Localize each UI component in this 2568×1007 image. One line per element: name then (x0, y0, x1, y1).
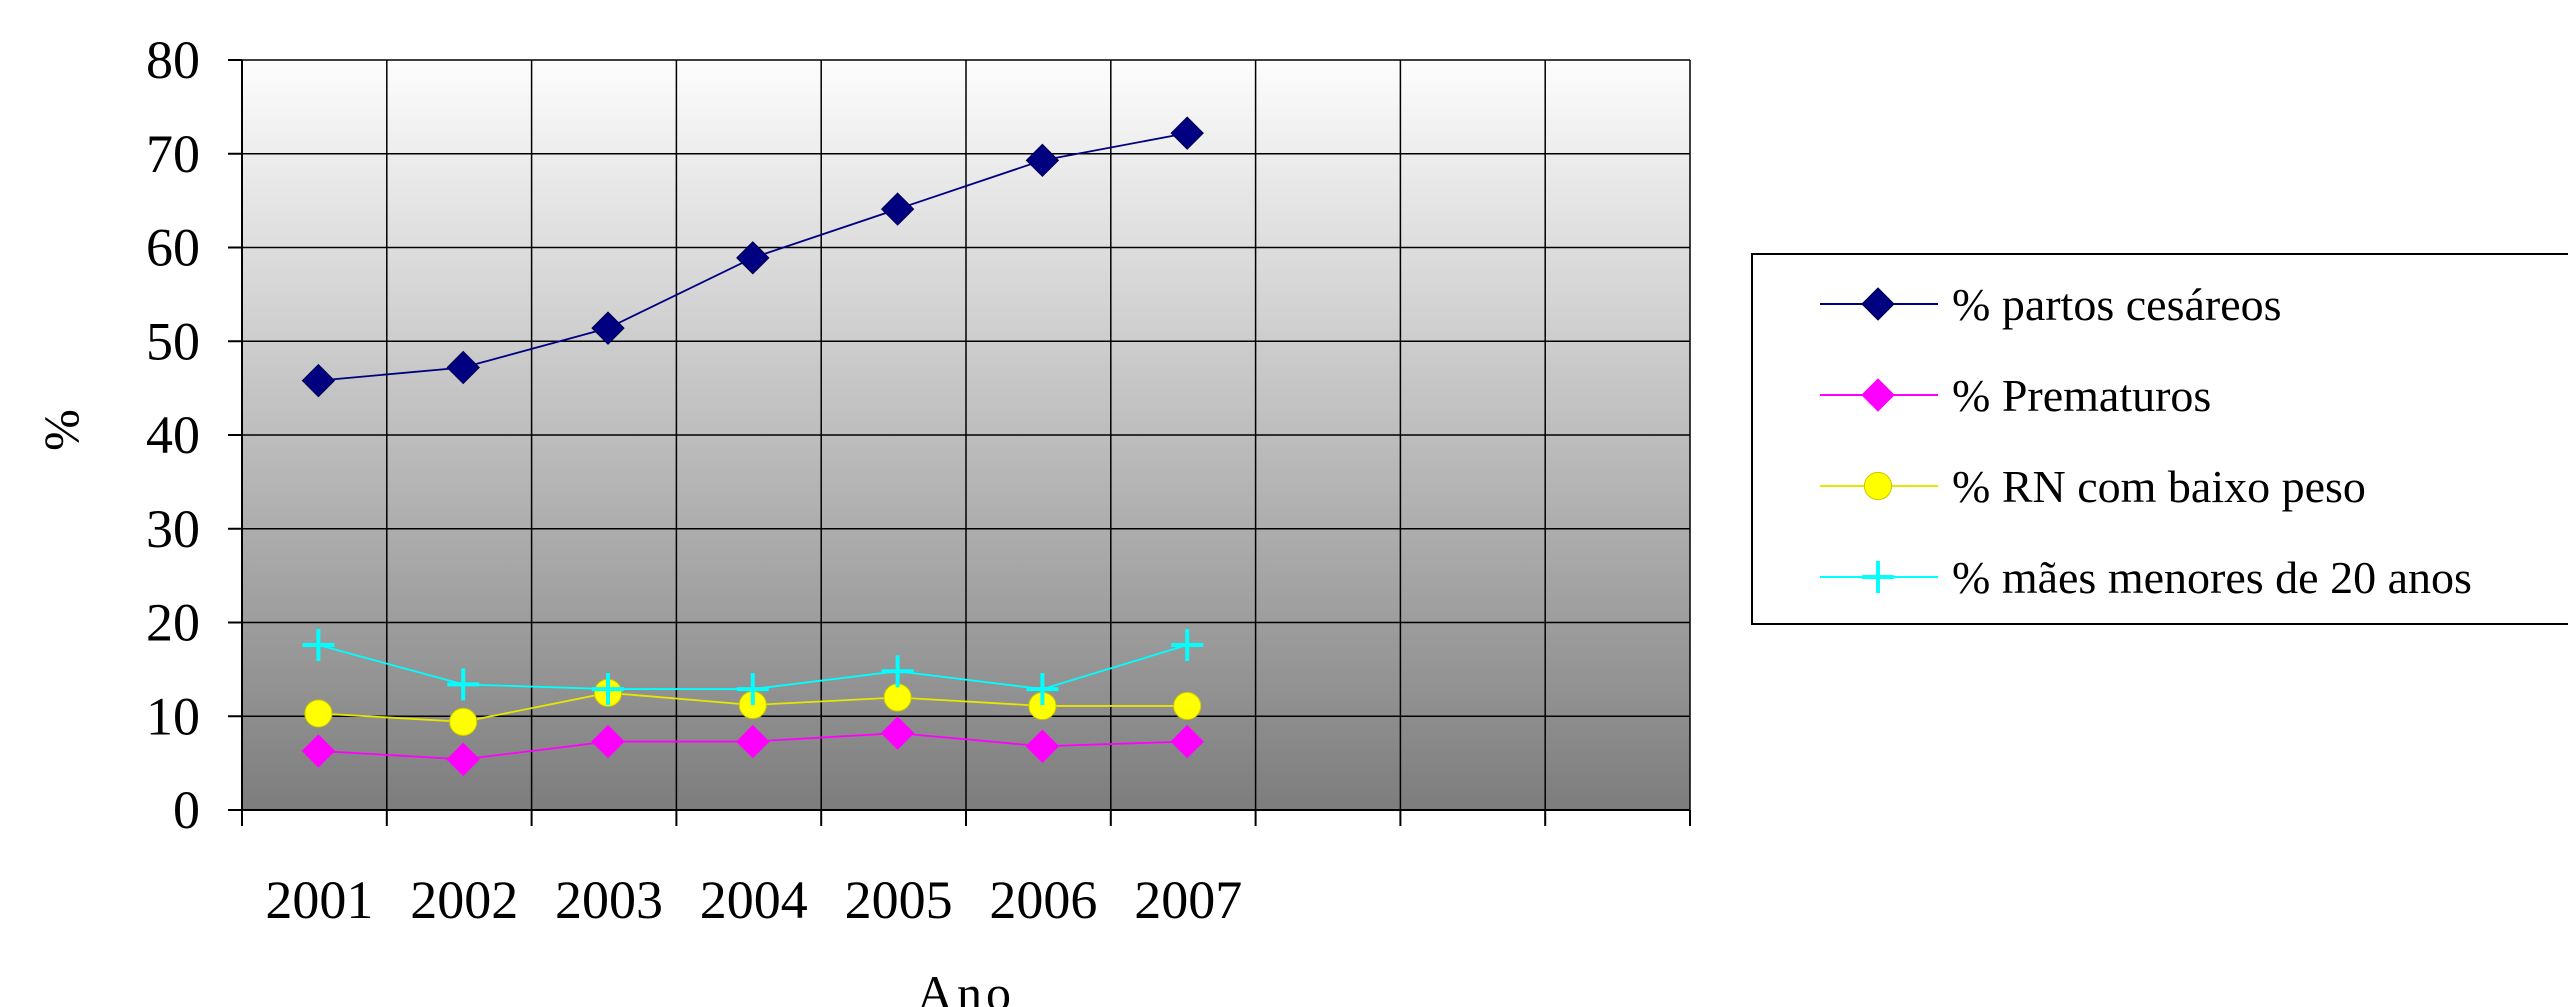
data-point (880, 192, 915, 226)
data-point (1025, 143, 1060, 178)
data-point (1171, 629, 1204, 661)
data-point (881, 655, 914, 688)
legend-item: % partos cesáreos (1820, 279, 2282, 330)
y-tick-label: 50 (146, 311, 200, 371)
data-series (301, 116, 1204, 777)
legend-item: % Prematuros (1820, 370, 2211, 421)
data-point (449, 707, 478, 736)
x-tick-label: 2001 (265, 870, 373, 930)
data-point (883, 683, 912, 712)
x-tick-label: 2007 (1134, 870, 1242, 930)
x-axis-title: Ano (917, 965, 1015, 1007)
data-point (302, 629, 335, 661)
legend-item: % mães menores de 20 anos (1820, 552, 2472, 603)
legend-label: % Prematuros (1952, 370, 2211, 421)
gridlines (242, 59, 1691, 811)
data-point (446, 742, 480, 777)
data-point (447, 668, 480, 701)
data-point (736, 724, 770, 759)
data-point (446, 350, 480, 385)
legend-label: % mães menores de 20 anos (1952, 552, 2472, 603)
data-point (1025, 729, 1060, 763)
y-tick-label: 20 (146, 593, 200, 653)
x-tick-label: 2005 (845, 870, 953, 930)
data-point (1170, 724, 1204, 759)
series-3 (302, 629, 1204, 706)
x-tick-label: 2002 (410, 870, 518, 930)
data-point (1026, 673, 1059, 706)
data-point (304, 699, 333, 728)
series-0 (301, 116, 1204, 398)
legend-label: % partos cesáreos (1952, 279, 2282, 330)
data-point (736, 241, 770, 275)
x-tick-label: 2004 (700, 870, 808, 930)
legend-item: % RN com baixo peso (1820, 461, 2366, 512)
y-axis-title: % (33, 409, 89, 451)
x-tick-label: 2003 (555, 870, 663, 930)
series-1 (301, 716, 1204, 777)
legend-box (1751, 253, 2568, 625)
data-point (880, 716, 915, 750)
data-point (1861, 287, 1895, 321)
data-point (1173, 691, 1202, 721)
y-tick-label: 0 (173, 780, 200, 840)
data-point (1863, 471, 1893, 501)
data-point (301, 734, 336, 768)
data-point (301, 363, 336, 398)
x-tick-label: 2006 (989, 870, 1097, 930)
y-tick-label: 70 (146, 124, 200, 184)
data-point (736, 673, 769, 706)
y-tick-label: 40 (146, 405, 200, 465)
data-point (592, 673, 624, 706)
y-tick-label: 10 (146, 686, 200, 746)
y-axis-tick-labels: 0 10 20 30 40 50 60 70 80 (146, 30, 200, 840)
y-tick-label: 30 (146, 499, 200, 559)
legend-label: % RN com baixo peso (1952, 461, 2366, 512)
data-point (591, 311, 625, 345)
y-tick-label: 60 (146, 218, 200, 278)
legend: % partos cesáreos % Prematuros % RN com ba… (1751, 253, 2568, 625)
data-point (1170, 116, 1204, 150)
axes (228, 59, 1691, 826)
x-axis-tick-labels: 2001 2002 2003 2004 2005 2006 2007 (265, 870, 1242, 930)
data-point (591, 724, 625, 759)
data-point (1861, 378, 1895, 412)
data-point (1862, 561, 1894, 593)
y-tick-label: 80 (146, 30, 200, 90)
